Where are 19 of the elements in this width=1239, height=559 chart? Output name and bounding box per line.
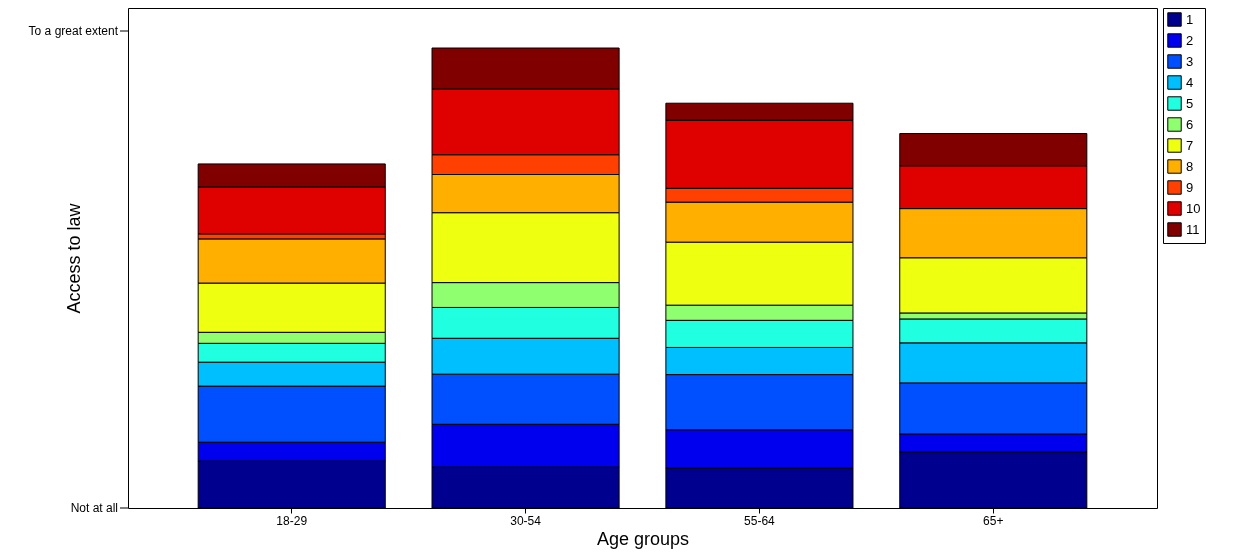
- text: Not at all: [70, 501, 118, 515]
- legend-label: 4: [1186, 74, 1194, 90]
- legend-label: 5: [1186, 95, 1194, 111]
- legend-label: 1: [1186, 11, 1194, 27]
- legend-label: 6: [1186, 116, 1194, 132]
- x-tick-label: 18-29: [276, 513, 308, 528]
- legend-label: 8: [1186, 158, 1194, 174]
- legend-label: 9: [1186, 179, 1194, 195]
- legend-label: 7: [1186, 137, 1194, 153]
- legend-label: 2: [1186, 32, 1194, 48]
- legend-label: 10: [1186, 200, 1201, 216]
- legend-label: 11: [1186, 221, 1200, 237]
- x-tick-label: 55-64: [744, 513, 776, 528]
- text: To a great extent: [28, 24, 119, 38]
- x-axis-title: Age groups: [596, 528, 690, 549]
- x-tick-label: 30-54: [510, 513, 542, 528]
- y-axis-title: Access to law: [63, 202, 84, 314]
- x-tick-label: 65+: [983, 513, 1004, 528]
- legend-label: 3: [1186, 53, 1194, 69]
